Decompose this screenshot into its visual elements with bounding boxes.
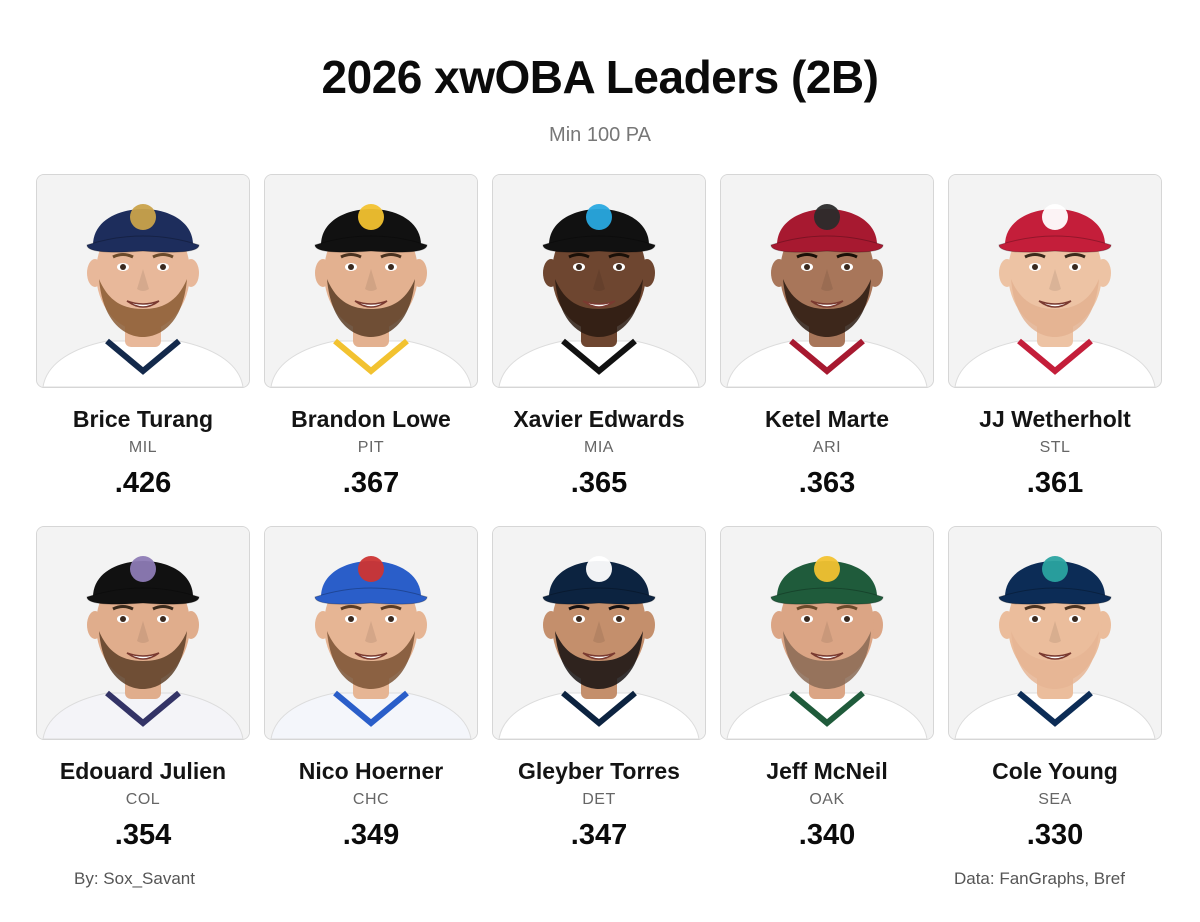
player-headshot xyxy=(264,526,478,740)
player-headshot xyxy=(720,526,934,740)
player-team: PIT xyxy=(357,439,385,456)
player-headshot xyxy=(264,174,478,388)
player-name: JJ Wetherholt xyxy=(979,406,1131,432)
player-team: COL xyxy=(125,791,161,808)
player-headshot xyxy=(492,526,706,740)
player-xwoba-value: .365 xyxy=(570,467,628,499)
player-headshot xyxy=(948,174,1162,388)
player-card: Jeff McNeil OAK .340 xyxy=(720,526,934,852)
player-card: JJ Wetherholt STL .361 xyxy=(948,174,1162,500)
player-card: Xavier Edwards MIA .365 xyxy=(492,174,706,500)
player-name: Gleyber Torres xyxy=(518,758,680,784)
player-xwoba-value: .426 xyxy=(114,467,172,499)
page-title: 2026 xwOBA Leaders (2B) xyxy=(321,51,879,103)
data-source-credit: Data: FanGraphs, Bref xyxy=(953,869,1125,888)
player-team: DET xyxy=(582,791,616,808)
player-headshot xyxy=(948,526,1162,740)
player-team: CHC xyxy=(352,791,390,808)
player-name: Brandon Lowe xyxy=(291,406,451,432)
player-name: Brice Turang xyxy=(72,406,214,432)
player-xwoba-value: .367 xyxy=(342,467,400,499)
player-xwoba-value: .330 xyxy=(1026,819,1084,851)
player-xwoba-value: .347 xyxy=(570,819,628,851)
player-card: Brandon Lowe PIT .367 xyxy=(264,174,478,500)
player-headshot xyxy=(492,174,706,388)
page-subtitle: Min 100 PA xyxy=(549,124,651,146)
player-card: Ketel Marte ARI .363 xyxy=(720,174,934,500)
player-xwoba-value: .363 xyxy=(798,467,856,499)
player-card: Brice Turang MIL .426 xyxy=(36,174,250,500)
player-xwoba-value: .340 xyxy=(798,819,856,851)
player-card: Nico Hoerner CHC .349 xyxy=(264,526,478,852)
player-team: OAK xyxy=(809,791,845,808)
player-headshot xyxy=(720,174,934,388)
player-card: Gleyber Torres DET .347 xyxy=(492,526,706,852)
player-card: Edouard Julien COL .354 xyxy=(36,526,250,852)
player-name: Ketel Marte xyxy=(765,406,889,432)
player-team: MIA xyxy=(584,439,614,456)
player-team: ARI xyxy=(812,439,842,456)
player-name: Jeff McNeil xyxy=(766,758,888,784)
player-headshot xyxy=(36,526,250,740)
player-team: STL xyxy=(1039,439,1071,456)
player-name: Nico Hoerner xyxy=(298,758,444,784)
player-xwoba-value: .361 xyxy=(1026,467,1084,499)
player-team: SEA xyxy=(1038,791,1072,808)
player-xwoba-value: .354 xyxy=(114,819,172,851)
player-card: Cole Young SEA .330 xyxy=(948,526,1162,852)
player-name: Xavier Edwards xyxy=(513,406,685,432)
player-headshot xyxy=(36,174,250,388)
player-xwoba-value: .349 xyxy=(342,819,400,851)
player-name: Edouard Julien xyxy=(59,758,227,784)
author-credit: By: Sox_Savant xyxy=(74,869,195,888)
player-team: MIL xyxy=(128,439,158,456)
player-name: Cole Young xyxy=(992,758,1118,784)
